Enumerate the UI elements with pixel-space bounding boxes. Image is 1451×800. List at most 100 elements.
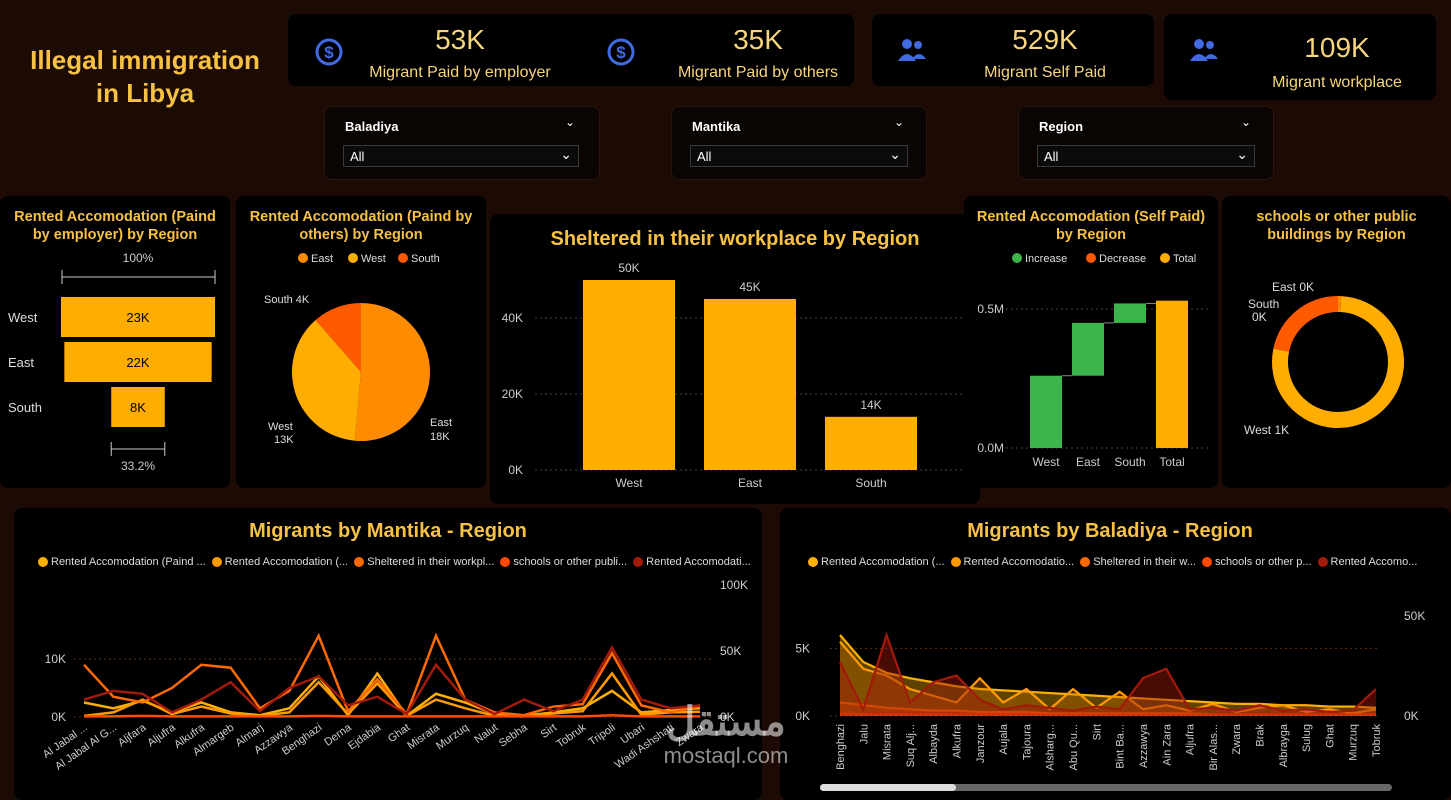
legend-marker: [398, 253, 408, 263]
x-tick-label: Aljufra: [1185, 723, 1197, 755]
legend-item[interactable]: Rented Accomodati...: [633, 556, 751, 568]
bar: [825, 416, 917, 470]
legend-item[interactable]: Sheltered in their w...: [1080, 556, 1196, 568]
legend-label: Rented Accomodation (...: [224, 556, 349, 568]
legend-marker: [1160, 253, 1170, 263]
waterfall-bar: [1114, 303, 1146, 323]
legend-label: East: [311, 253, 333, 265]
kpi-card-employer: [288, 14, 854, 86]
legend-item[interactable]: Sheltered in their workpl...: [354, 556, 494, 568]
legend-marker: [500, 557, 511, 567]
x-tick-label: Tobruk: [554, 721, 588, 750]
x-tick-label: Tobruk: [1371, 724, 1383, 758]
x-tick-label: Murzuq: [434, 722, 471, 753]
legend-item[interactable]: Rented Accomodation (Paind ...: [38, 556, 206, 568]
x-tick-label: Suq Alj...: [905, 724, 917, 767]
x-tick-label: West: [615, 476, 643, 490]
donut-label: West 1K: [1244, 423, 1289, 437]
x-tick-label: South: [855, 476, 886, 490]
chevron-down-icon[interactable]: ⌄: [565, 115, 576, 129]
pie-label: 18K: [430, 431, 450, 443]
donut-slice: [1273, 296, 1339, 353]
series-line: [84, 714, 700, 718]
y-tick-label: 0K: [508, 463, 523, 477]
funnel-category-label: South: [8, 400, 42, 415]
legend-marker: [211, 557, 222, 567]
svg-text:$: $: [324, 43, 334, 62]
legend-label: Rented Accomodatio...: [963, 556, 1075, 568]
dropdown-value: All: [697, 149, 712, 164]
x-tick-label: Alkufra: [952, 723, 964, 758]
legend-marker: [1012, 253, 1022, 263]
dollar-icon: $: [607, 38, 635, 66]
baladiya-area-chart: 0K 5K 0K 50K Benghazi Jalu Misrata Suq Alj... Al…: [795, 609, 1425, 791]
chart-legend: Rented Accomodation (... Rented Accomodat…: [808, 554, 1448, 572]
legend-label: schools or other p...: [1214, 556, 1312, 568]
x-tick-label: Albayda: [928, 723, 940, 764]
funnel-bar: [111, 387, 165, 427]
kpi-value: 35K: [733, 24, 783, 55]
funnel-panel: Rented Accomodation (Paind by employer) …: [0, 196, 230, 488]
x-tick-label: Abu Qu...: [1068, 724, 1080, 770]
chevron-down-icon[interactable]: ⌄: [894, 115, 905, 129]
legend-marker: [633, 557, 644, 567]
legend-item[interactable]: Rented Accomodation (...: [808, 556, 945, 568]
legend-item[interactable]: Rented Accomo...: [1317, 556, 1417, 568]
dollar-icon: $: [315, 38, 343, 66]
pie-label: West: [268, 421, 293, 433]
x-tick-label: Brak: [1254, 724, 1266, 747]
legend-marker: [348, 253, 358, 263]
funnel-value-label: 8K: [130, 400, 146, 415]
region-dropdown[interactable]: All ⌄: [1037, 145, 1255, 167]
pie-panel: Rented Accomodation (Paind by others) by…: [236, 196, 486, 488]
y2-tick-label: 0K: [720, 710, 735, 724]
x-tick-label: Ghat: [1324, 724, 1336, 748]
series-line: [83, 632, 701, 717]
x-tick-label: Bir Alas...: [1208, 724, 1220, 770]
series-line: [83, 671, 701, 718]
x-tick-label: Azzawya: [1138, 723, 1150, 768]
series-area: [840, 635, 1376, 716]
scrollbar-track: [820, 784, 1392, 791]
donut-slice: [1272, 296, 1404, 428]
series-area: [840, 635, 1376, 716]
series-line: [839, 712, 1376, 716]
x-tick-label: West: [1032, 455, 1060, 469]
legend-label: Total: [1173, 253, 1196, 265]
legend-item[interactable]: Rented Accomodation (...: [211, 556, 349, 568]
legend-label: West: [361, 253, 386, 265]
workplace-panel: Sheltered in their workplace by Region 0…: [490, 214, 980, 504]
chart-legend: Rented Accomodation (Paind ... Rented Acc…: [38, 554, 758, 572]
filter-label: Baladiya: [345, 119, 399, 134]
y-tick-label: 10K: [45, 652, 66, 666]
legend-marker: [1317, 557, 1328, 567]
y-tick-label: 0.5M: [977, 302, 1004, 316]
legend-label: Decrease: [1099, 253, 1146, 265]
funnel-value-label: 23K: [126, 310, 149, 325]
bar: [583, 280, 675, 470]
funnel-value-label: 22K: [126, 355, 149, 370]
legend-item[interactable]: schools or other p...: [1201, 556, 1312, 568]
donut-label: East 0K: [1272, 280, 1314, 294]
series-line: [839, 641, 1377, 715]
legend-label: Sheltered in their w...: [1093, 556, 1196, 568]
x-tick-label: Jalu: [858, 724, 870, 744]
legend-item[interactable]: Rented Accomodatio...: [950, 556, 1075, 568]
x-tick-label: Nalut: [472, 722, 500, 747]
y2-tick-label: 50K: [720, 644, 741, 658]
mantika-dropdown[interactable]: All ⌄: [690, 145, 908, 167]
donut-label: South: [1248, 297, 1279, 311]
baladiya-dropdown[interactable]: All ⌄: [343, 145, 579, 167]
y-tick-label: 5K: [795, 642, 810, 656]
x-tick-label: Aujala: [998, 723, 1010, 754]
legend-item[interactable]: schools or other publi...: [500, 556, 627, 568]
dropdown-value: All: [1044, 149, 1059, 164]
scrollbar-thumb[interactable]: [820, 784, 956, 791]
chart-title: Rented Accomodation (Paind by others) by…: [249, 209, 473, 243]
donut-panel: schools or other public buildings by Reg…: [1222, 196, 1451, 488]
x-tick-label: East: [1076, 455, 1101, 469]
chevron-down-icon[interactable]: ⌄: [1241, 115, 1252, 129]
legend-label: schools or other publi...: [513, 556, 628, 568]
series-line: [83, 644, 701, 716]
